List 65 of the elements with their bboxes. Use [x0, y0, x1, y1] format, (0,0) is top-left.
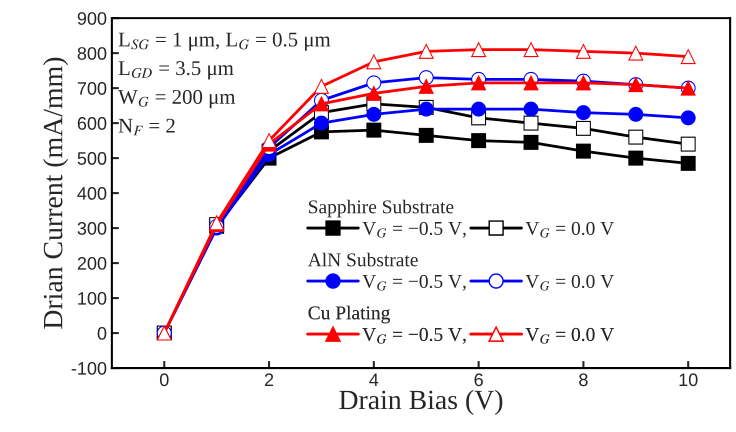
- point: [628, 46, 644, 61]
- point: [524, 116, 538, 131]
- point: [524, 134, 538, 150]
- point: [418, 78, 434, 94]
- point: [366, 86, 382, 101]
- x-tick-label: 2: [264, 373, 274, 386]
- point: [418, 44, 434, 59]
- legend-label: V$_{G}$ = −0.5 V,: [362, 222, 466, 238]
- annotation: N$_{F}$ = 2: [118, 118, 175, 136]
- point: [314, 116, 329, 131]
- point: [366, 122, 382, 138]
- x-tick-label: 6: [474, 373, 483, 386]
- x-tick-label: 10: [680, 373, 698, 386]
- point: [628, 150, 644, 166]
- annotation: W$_{G}$ = 200 μm: [118, 90, 236, 108]
- y-tick-label: 600: [78, 117, 106, 130]
- y-tick-label: 700: [78, 82, 106, 95]
- point: [576, 44, 591, 59]
- y-axis-title: Drian Current (mA/mm): [42, 58, 68, 329]
- x-axis-title: Drain Bias (V): [339, 390, 502, 415]
- point: [471, 75, 486, 90]
- annotation: L$_{GD}$ = 3.5 μm: [118, 61, 234, 80]
- y-tick-label: 800: [78, 47, 106, 60]
- y-tick-label: 0: [98, 327, 106, 340]
- y-tick-label: 400: [77, 187, 106, 200]
- y-tick-label: 200: [78, 257, 106, 270]
- point: [471, 42, 486, 58]
- point: [262, 133, 277, 148]
- point: [680, 110, 696, 126]
- point: [576, 120, 591, 136]
- point: [471, 102, 486, 117]
- y-tick-label: 500: [78, 152, 106, 165]
- point: [471, 133, 486, 148]
- legend-label: V$_{G}$ = −0.5 V,: [362, 328, 466, 344]
- text: AlN Substrate: [308, 252, 418, 266]
- point: [524, 42, 538, 58]
- annotation: L$_{SG}$ = 1 μm, L$_{G}$ = 0.5 μm: [118, 32, 330, 51]
- x-tick-label: 8: [579, 373, 588, 386]
- point: [628, 106, 644, 122]
- point: [418, 128, 434, 143]
- point: [628, 130, 644, 145]
- x-tick-label: 0: [160, 373, 169, 386]
- point: [366, 75, 382, 90]
- text: Cu Plating: [308, 306, 390, 324]
- point: [314, 78, 329, 94]
- legend-label: V$_{G}$ = 0.0 V: [526, 274, 614, 291]
- point: [314, 96, 329, 112]
- point: [576, 144, 591, 159]
- point: [366, 106, 382, 122]
- text: Sapphire Substrate: [309, 200, 454, 218]
- point: [524, 75, 538, 90]
- y-tick-label: 300: [78, 222, 106, 235]
- point: [366, 54, 382, 70]
- legend-label: V$_{G}$ = 0.0 V: [526, 328, 614, 344]
- point: [680, 49, 696, 64]
- legend-label: V$_{G}$ = 0.0 V: [526, 222, 614, 238]
- y-tick-label: -100: [72, 362, 106, 375]
- point: [524, 102, 538, 117]
- legend-label: V$_{G}$ = −0.5 V,: [362, 274, 466, 291]
- point: [680, 136, 696, 152]
- point: [680, 156, 696, 171]
- y-tick-label: 900: [78, 12, 106, 25]
- x-tick-label: 4: [369, 374, 378, 386]
- point: [576, 105, 591, 120]
- y-tick-label: 100: [78, 292, 106, 305]
